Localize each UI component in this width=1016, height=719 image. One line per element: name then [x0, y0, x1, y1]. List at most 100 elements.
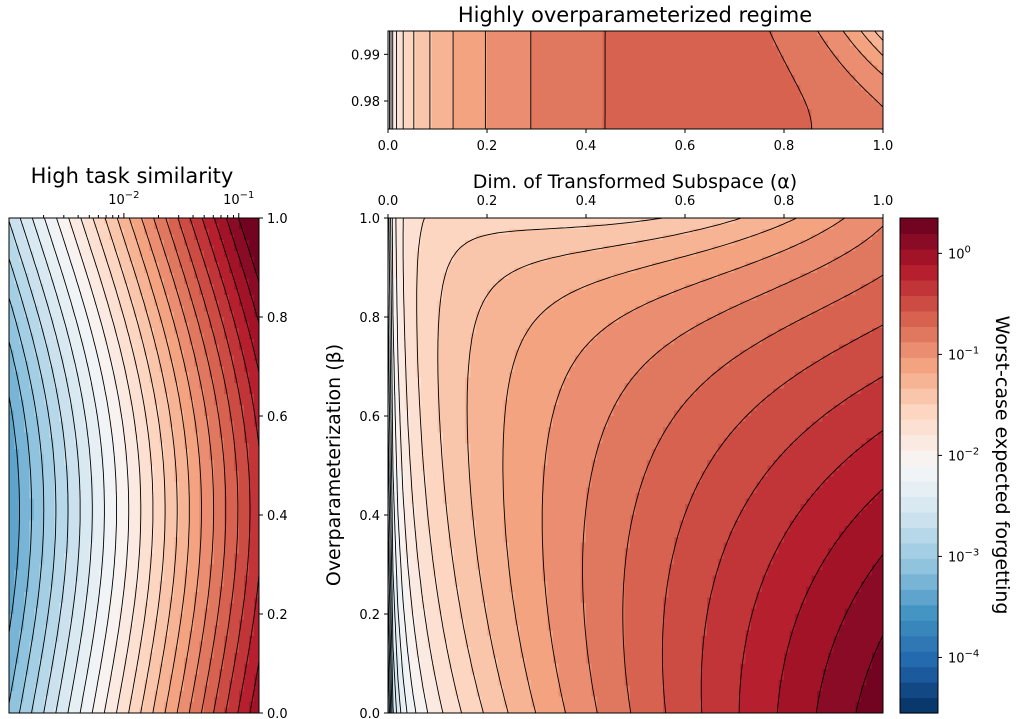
contour-cell	[619, 70, 626, 76]
contour-cell	[657, 109, 664, 115]
contour-cell	[104, 284, 110, 291]
contour-cell	[144, 482, 150, 489]
contour-cell	[254, 300, 259, 307]
contour-cell	[49, 498, 55, 505]
contour-cell	[84, 405, 90, 412]
contour-cell	[234, 218, 240, 225]
contour-cell	[586, 99, 593, 106]
contour-cell	[729, 50, 736, 57]
contour-cell	[729, 109, 736, 115]
contour-cell	[134, 421, 140, 428]
contour-cell	[149, 284, 155, 291]
contour-cell	[249, 526, 255, 533]
contour-cell	[249, 487, 255, 494]
contour-cell	[822, 31, 829, 37]
contour-cell	[745, 124, 752, 129]
contour-cell	[129, 350, 135, 357]
contour-cell	[9, 515, 15, 522]
contour-cell	[179, 317, 185, 324]
contour-cell	[219, 262, 225, 269]
contour-cell	[9, 295, 15, 302]
contour-cell	[586, 109, 593, 115]
contour-cell	[613, 84, 620, 91]
contour-cell	[224, 515, 230, 522]
contour-cell	[34, 531, 40, 538]
contour-cell	[74, 476, 80, 483]
contour-cell	[154, 410, 160, 417]
contour-cell	[756, 80, 763, 86]
contour-cell	[239, 229, 245, 236]
contour-cell	[239, 372, 245, 379]
contour-cell	[119, 537, 125, 544]
contour-cell	[164, 328, 170, 335]
contour-cell	[29, 438, 35, 445]
contour-cell	[114, 438, 120, 445]
contour-cell	[74, 245, 80, 252]
contour-cell	[410, 31, 417, 37]
contour-cell	[59, 306, 65, 313]
contour-cell	[244, 416, 250, 423]
contour-cell	[729, 31, 736, 37]
contour-cell	[104, 383, 110, 390]
contour-cell	[811, 40, 818, 47]
contour-cell	[114, 223, 120, 230]
contour-cell	[134, 300, 140, 307]
contour-cell	[89, 234, 95, 241]
contour-cell	[872, 99, 879, 106]
contour-cell	[154, 350, 160, 357]
contour-cell	[872, 84, 879, 91]
contour-cell	[685, 109, 692, 115]
contour-cell	[74, 493, 80, 500]
contour-cell	[164, 465, 170, 472]
contour-cell	[503, 75, 510, 81]
contour-cell	[613, 70, 620, 76]
contour-cell	[134, 284, 140, 291]
contour-cell	[79, 410, 85, 417]
contour-cell	[679, 124, 686, 129]
contour-cell	[498, 60, 505, 66]
contour-cell	[690, 104, 697, 110]
contour-cell	[79, 427, 85, 434]
contour-cell	[124, 394, 130, 401]
contour-cell	[174, 306, 180, 313]
contour-cell	[652, 75, 659, 81]
contour-cell	[29, 344, 35, 351]
contour-cell	[712, 31, 719, 37]
contour-cell	[481, 104, 488, 110]
contour-cell	[663, 84, 670, 91]
contour-cell	[124, 487, 130, 494]
contour-cell	[159, 267, 165, 274]
contour-cell	[159, 284, 165, 291]
contour-cell	[690, 45, 697, 52]
contour-cell	[470, 35, 477, 42]
contour-cell	[778, 55, 785, 61]
contour-cell	[861, 60, 868, 66]
contour-cell	[580, 65, 587, 71]
contour-cell	[399, 55, 406, 61]
contour-cell	[219, 394, 225, 401]
contour-cell	[9, 262, 15, 269]
contour-cell	[476, 65, 483, 71]
contour-cell	[159, 482, 165, 489]
contour-cell	[24, 493, 30, 500]
contour-cell	[14, 223, 20, 230]
contour-cell	[542, 89, 549, 96]
contour-cell	[822, 99, 829, 106]
contour-cell	[79, 366, 85, 373]
contour-cell	[184, 416, 190, 423]
contour-cell	[723, 104, 730, 110]
contour-cell	[129, 509, 135, 516]
contour-cell	[224, 284, 230, 291]
contour-cell	[740, 104, 747, 110]
contour-cell	[690, 94, 697, 101]
contour-cell	[149, 372, 155, 379]
contour-cell	[214, 460, 220, 467]
contour-cell	[164, 449, 170, 456]
contour-cell	[234, 317, 240, 324]
contour-cell	[613, 45, 620, 52]
contour-cell	[79, 553, 85, 560]
contour-cell	[663, 45, 670, 52]
contour-cell	[877, 31, 883, 37]
contour-cell	[114, 267, 120, 274]
contour-cell	[767, 65, 774, 71]
